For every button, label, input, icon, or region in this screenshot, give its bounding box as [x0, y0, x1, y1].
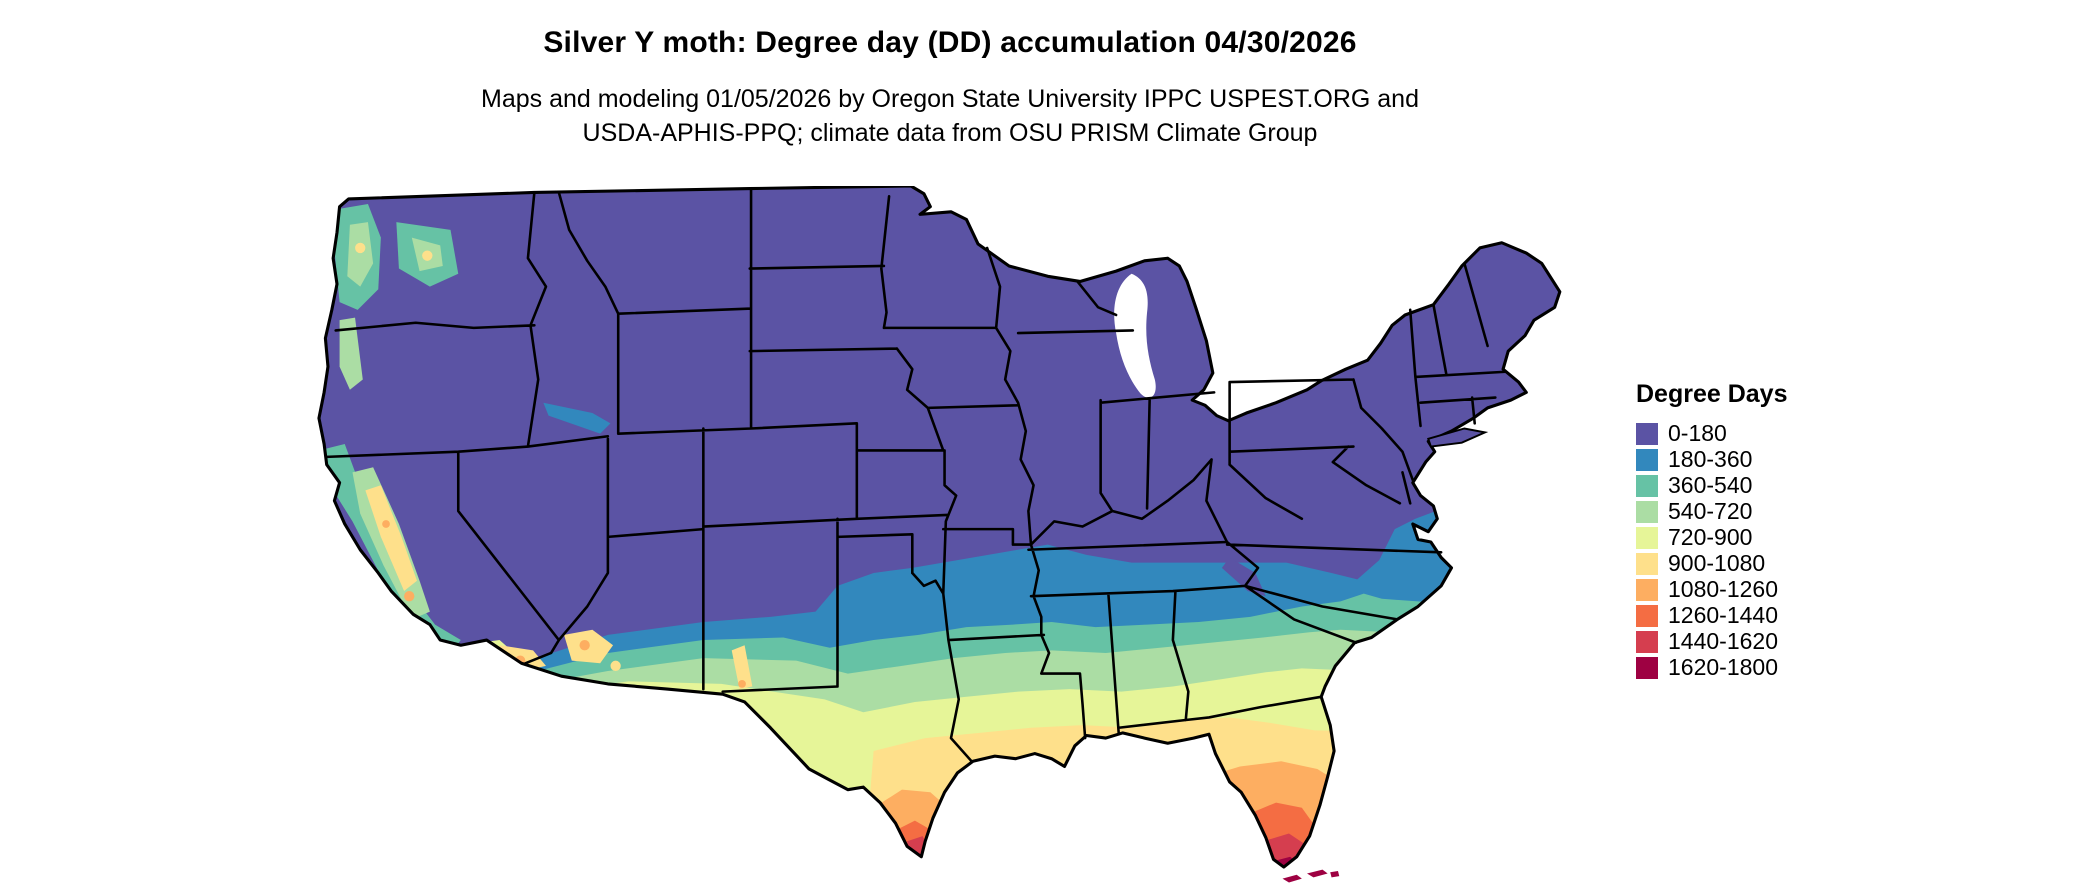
legend-color-swatch	[1636, 552, 1658, 575]
legend-range-label: 1620-1800	[1668, 654, 1778, 680]
legend-row: 1620-1800	[1636, 654, 1787, 680]
long-island	[1427, 427, 1489, 448]
legend-row: 1080-1260	[1636, 576, 1787, 602]
page-subtitle: Maps and modeling 01/05/2026 by Oregon S…	[0, 82, 1900, 150]
florida-keys-2	[1307, 869, 1328, 878]
legend-row: 900-1080	[1636, 550, 1787, 576]
page-title: Silver Y moth: Degree day (DD) accumulat…	[543, 26, 1357, 59]
el-paso-warm-spot	[738, 680, 746, 688]
legend-row: 0-180	[1636, 420, 1787, 446]
legend-color-swatch	[1636, 500, 1658, 523]
rio-grande-valley-strip	[731, 645, 753, 690]
legend-range-label: 1440-1620	[1668, 628, 1778, 654]
dd-band-720-900	[522, 668, 1560, 868]
florida-keys	[1282, 874, 1302, 883]
snake-river-plain-pocket	[543, 402, 611, 434]
legend-color-swatch	[1636, 422, 1658, 445]
tucson-warm-spot	[610, 660, 621, 672]
subtitle-line-2: USDA-APHIS-PPQ; climate data from OSU PR…	[582, 119, 1318, 147]
legend-range-label: 1260-1440	[1668, 602, 1778, 628]
phoenix-hot-spot	[579, 640, 590, 651]
appalachian-cool-pocket	[1221, 557, 1266, 597]
central-valley-yellow	[365, 485, 417, 592]
legend-row: 1260-1440	[1636, 602, 1787, 628]
puget-lowland-inner	[347, 222, 374, 287]
legend-color-swatch	[1636, 448, 1658, 471]
columbia-warm-spot	[422, 250, 433, 261]
legend-range-label: 540-720	[1668, 498, 1753, 524]
legend-color-swatch	[1636, 656, 1658, 679]
state-borders	[325, 187, 1507, 763]
florida-keys-3	[1330, 870, 1340, 878]
central-valley-hot-spot-2	[382, 520, 390, 528]
us-map-svg	[317, 184, 1562, 883]
legend-range-label: 900-1080	[1668, 550, 1766, 576]
legend-title: Degree Days	[1636, 380, 1788, 408]
legend-row: 720-900	[1636, 524, 1787, 550]
legend-range-label: 360-540	[1668, 472, 1753, 498]
legend-row: 180-360	[1636, 446, 1787, 472]
legend-range-label: 720-900	[1668, 524, 1753, 550]
puget-warm-spot	[355, 242, 366, 254]
willamette-valley-pocket	[339, 317, 363, 390]
legend: Degree Days 0-180 180-360 360-540 540-72…	[1636, 380, 1787, 681]
legend-color-swatch	[1636, 526, 1658, 549]
subtitle-line-1: Maps and modeling 01/05/2026 by Oregon S…	[481, 85, 1419, 113]
legend-items: 0-180 180-360 360-540 540-720 720-900 90…	[1636, 420, 1787, 681]
legend-color-swatch	[1636, 630, 1658, 653]
dd-band-900-1080	[860, 717, 1560, 868]
legend-range-label: 180-360	[1668, 446, 1753, 472]
lake-michigan	[1114, 273, 1156, 398]
legend-range-label: 0-180	[1668, 420, 1727, 446]
us-degree-day-map	[306, 184, 1596, 889]
legend-range-label: 1080-1260	[1668, 576, 1778, 602]
legend-row: 540-720	[1636, 498, 1787, 524]
legend-color-swatch	[1636, 578, 1658, 601]
central-valley-hot-spot-1	[404, 591, 415, 602]
legend-row: 1440-1620	[1636, 628, 1787, 654]
legend-color-swatch	[1636, 604, 1658, 627]
legend-row: 360-540	[1636, 472, 1787, 498]
legend-color-swatch	[1636, 474, 1658, 497]
